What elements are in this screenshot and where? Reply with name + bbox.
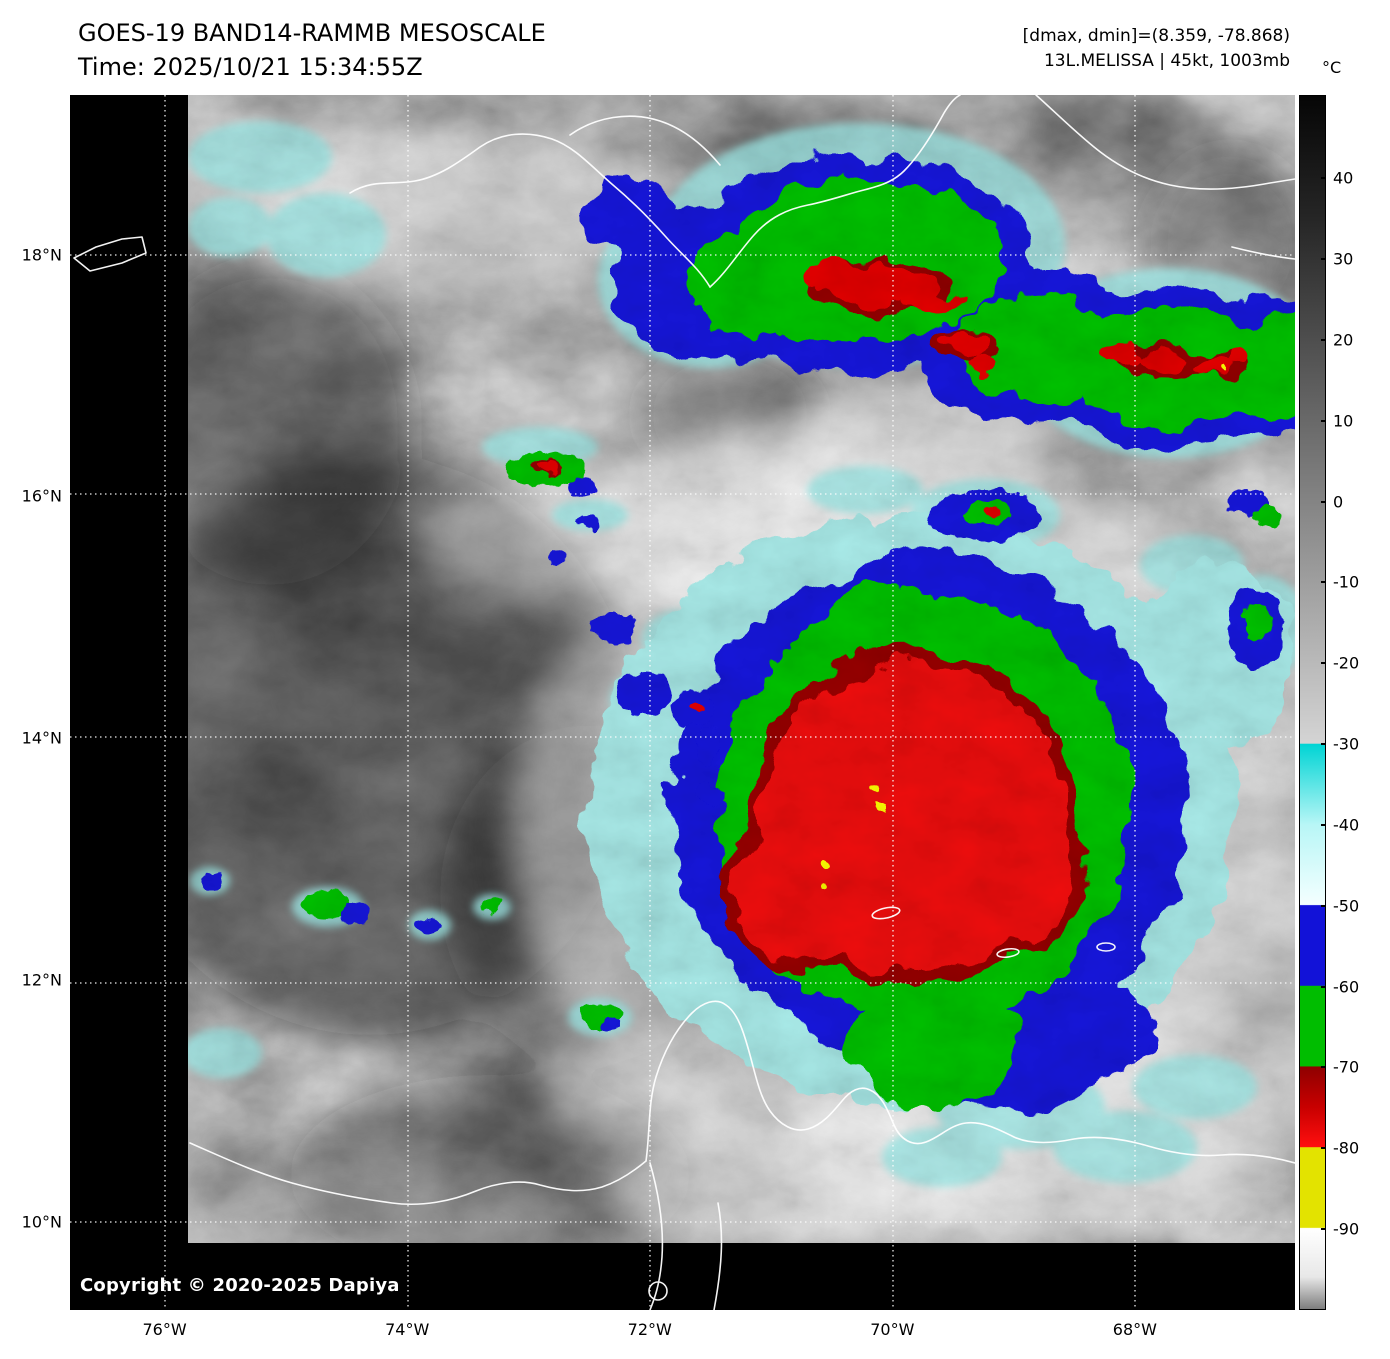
colorbar-tick-mark <box>1321 823 1326 826</box>
colorbar-tick-mark <box>1321 743 1326 746</box>
coastlines-layer <box>73 95 1295 1310</box>
colorbar-tick-label: 20 <box>1333 330 1354 350</box>
colorbar-tick-label: 30 <box>1333 249 1354 269</box>
satellite-map-plot: Copyright © 2020-2025 Dapiya <box>70 95 1295 1310</box>
colorbar-unit-label: °C <box>1322 58 1342 77</box>
header-right: [dmax, dmin]=(8.359, -78.868) 13L.MELISS… <box>1023 24 1290 74</box>
colorbar-tick-label: -90 <box>1333 1219 1360 1239</box>
coastline-hispaniola-south <box>709 95 961 288</box>
dmax-dmin-info: [dmax, dmin]=(8.359, -78.868) <box>1022 26 1290 46</box>
timestamp: Time: 2025/10/21 15:34:55Z <box>78 53 423 81</box>
colorbar-tick-mark <box>1321 177 1326 180</box>
colorbar-tick-mark <box>1321 904 1326 907</box>
lat-tick-label: 18°N <box>21 245 62 265</box>
colorbar-tick-mark <box>1321 258 1326 261</box>
product-title: GOES-19 BAND14-RAMMB MESOSCALE <box>78 19 546 47</box>
lat-tick-label: 16°N <box>21 486 62 506</box>
colorbar-tick-label: 0 <box>1333 492 1344 512</box>
colorbar-tick-mark <box>1321 419 1326 422</box>
colorbar-tick-label: 10 <box>1333 411 1354 431</box>
colorbar-tick-mark <box>1321 581 1326 584</box>
lon-tick-label: 70°W <box>870 1320 915 1339</box>
ir-imagery-layer <box>188 95 1295 1243</box>
storm-info: 13L.MELISSA | 45kt, 1003mb <box>1043 51 1290 71</box>
colorbar-tick-mark <box>1321 1066 1326 1069</box>
copyright-text: Copyright © 2020-2025 Dapiya <box>80 1275 400 1296</box>
colorbar-tick-label: -10 <box>1333 572 1360 592</box>
coastline-haiti-peninsula <box>349 133 711 288</box>
coastline-jamaica <box>73 236 147 272</box>
colorbar-tick-mark <box>1321 500 1326 503</box>
gridlines-layer <box>70 95 1295 1310</box>
lon-tick-label: 72°W <box>627 1320 672 1339</box>
colorbar-tick-label: -40 <box>1333 815 1360 835</box>
lat-tick-label: 10°N <box>21 1212 62 1232</box>
colorbar-tick-mark <box>1321 338 1326 341</box>
colorbar <box>1299 95 1326 1310</box>
colorbar-tick-mark <box>1321 662 1326 665</box>
header-left: GOES-19 BAND14-RAMMB MESOSCALE Time: 202… <box>78 16 546 84</box>
colorbar-tick-mark <box>1321 1228 1326 1231</box>
colorbar-tick-label: 40 <box>1333 168 1354 188</box>
colorbar-tick-label: -20 <box>1333 653 1360 673</box>
lon-tick-label: 76°W <box>142 1320 187 1339</box>
colorbar-tick-label: -30 <box>1333 734 1360 754</box>
lat-tick-label: 14°N <box>21 728 62 748</box>
coastline-south-america-west <box>189 1142 647 1206</box>
lat-tick-label: 12°N <box>21 970 62 990</box>
colorbar-tick-label: -50 <box>1333 896 1360 916</box>
lon-tick-label: 74°W <box>385 1320 430 1339</box>
coastline-island <box>871 906 901 920</box>
coastline-island <box>996 947 1020 959</box>
colorbar-tick-label: -60 <box>1333 977 1360 997</box>
lon-tick-label: 68°W <box>1112 1320 1157 1339</box>
satellite-imagery-svg <box>70 95 1295 1310</box>
colorbar-tick-mark <box>1321 985 1326 988</box>
coastline-south-america-north <box>645 1000 1295 1164</box>
coastline-island <box>1096 942 1116 952</box>
coastline-hispaniola-north <box>1035 95 1295 190</box>
colorbar-tick-label: -80 <box>1333 1138 1360 1158</box>
colorbar-tick-mark <box>1321 1147 1326 1150</box>
colorbar-tick-label: -70 <box>1333 1057 1360 1077</box>
